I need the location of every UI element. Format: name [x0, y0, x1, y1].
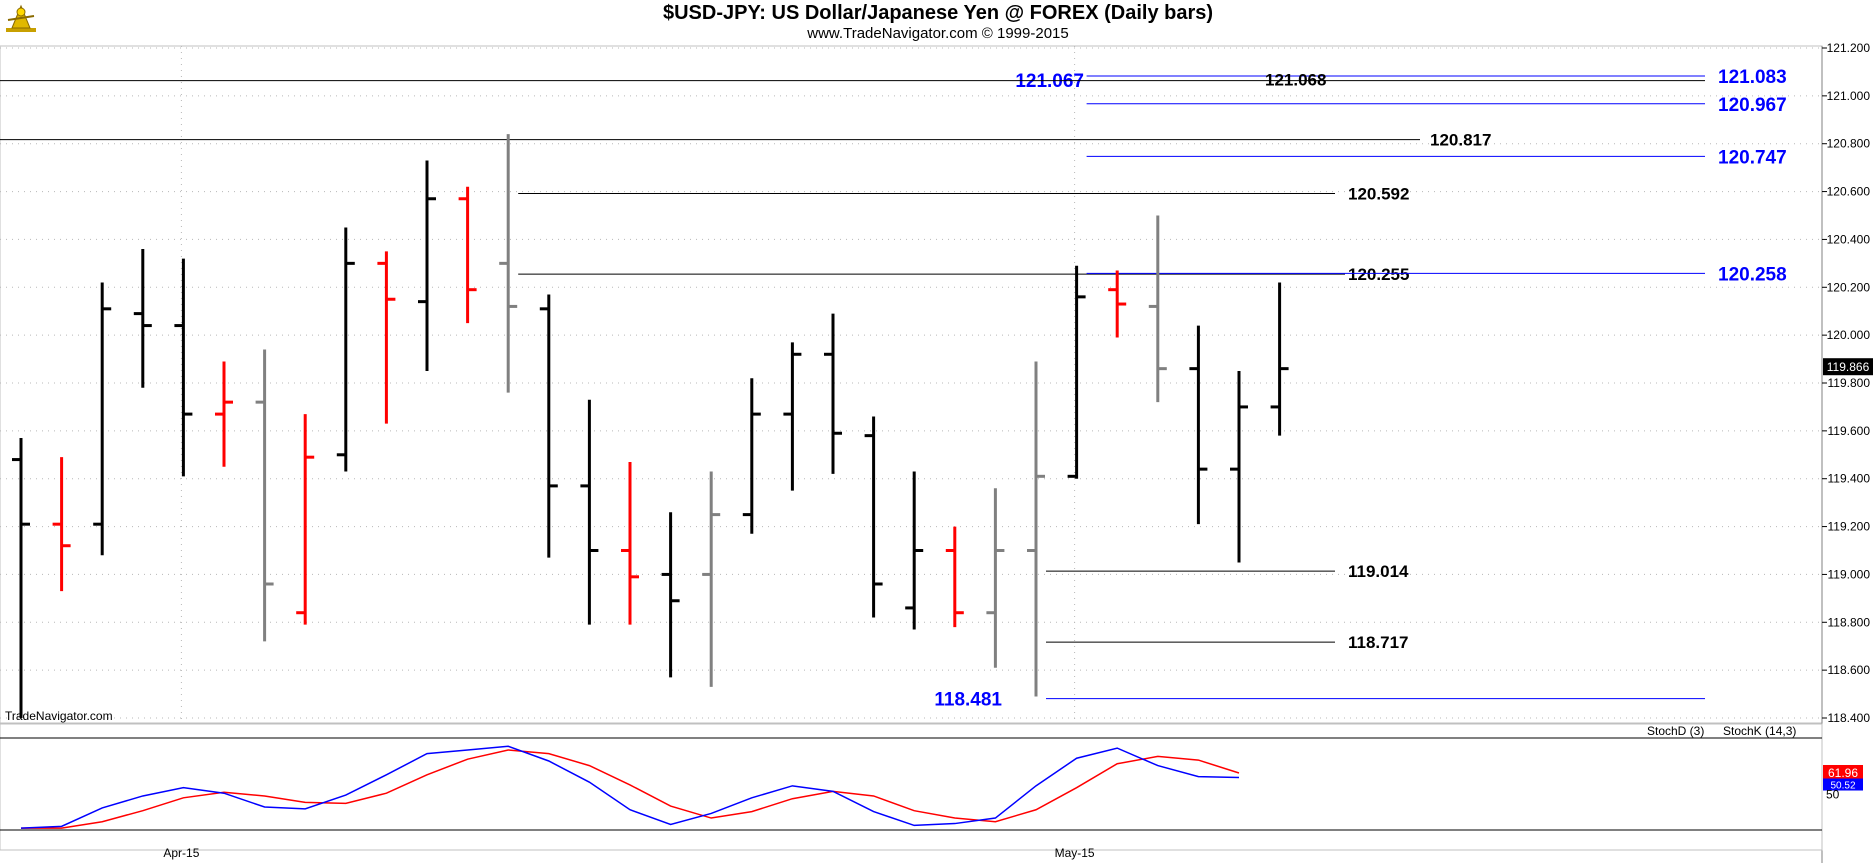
y-tick-label: 120.200	[1827, 280, 1871, 294]
ohlc-bar	[1230, 371, 1248, 563]
level-label: 119.014	[1348, 562, 1409, 581]
stoch-k-value: 50.52	[1830, 781, 1855, 792]
y-tick-label: 120.000	[1827, 328, 1871, 342]
ohlc-bar	[174, 258, 193, 477]
ohlc-bar	[702, 471, 721, 687]
ohlc-bar	[1189, 325, 1208, 525]
ohlc-bar	[986, 488, 1005, 668]
stoch-k-line	[20, 745, 1240, 829]
date-axis: Apr-15 May-15	[0, 846, 1822, 860]
stoch-d-box	[1823, 764, 1863, 781]
level-label: 118.481	[934, 690, 1002, 711]
ohlc-bar	[621, 461, 639, 625]
ohlc-bars	[12, 134, 1289, 718]
x-tick-label: May-15	[1055, 846, 1095, 860]
y-tick-label: 119.000	[1828, 567, 1871, 581]
ohlc-bar	[1027, 361, 1045, 697]
x-tick-label: Apr-15	[163, 846, 199, 860]
ohlc-bar	[864, 416, 883, 618]
plot-frame	[0, 45, 1823, 724]
ohlc-bar	[905, 471, 924, 630]
stoch-level-label: 50	[1826, 788, 1840, 802]
ohlc-bar	[418, 160, 436, 372]
level-label: 120.258	[1718, 264, 1787, 285]
price-axis: 121.200 121.000 120.800 120.600 120.400 120.2…	[1821, 41, 1873, 863]
ohlc-bar	[377, 251, 396, 424]
y-tick-label: 118.400	[1828, 711, 1871, 725]
tradenavigator-logo-icon	[4, 2, 38, 39]
ohlc-bar	[458, 186, 477, 324]
level-label: 120.817	[1430, 131, 1491, 150]
stoch-d-value: 61.96	[1828, 766, 1858, 780]
last-price-label: 119.866	[1827, 360, 1870, 374]
y-tick-label: 121.200	[1827, 41, 1871, 55]
y-tick-label: 119.600	[1828, 424, 1871, 438]
stoch-legend-d: StochD (3)	[1647, 724, 1704, 738]
y-tick-label: 119.200	[1828, 520, 1871, 534]
level-label: 121.083	[1718, 67, 1787, 88]
ohlc-bar	[580, 399, 599, 625]
ohlc-bar	[93, 282, 112, 556]
ohlc-bar	[1148, 215, 1167, 403]
ohlc-bar	[499, 134, 518, 393]
level-label: 118.717	[1348, 633, 1409, 652]
chart-subtitle: www.TradeNavigator.com © 1999-2015	[807, 25, 1069, 42]
ohlc-bar	[539, 294, 558, 558]
y-tick-label: 119.400	[1828, 472, 1871, 486]
ohlc-bar	[133, 249, 152, 388]
y-tick-label: 121.000	[1827, 89, 1871, 103]
ohlc-bar	[783, 342, 802, 491]
level-label: 121.068	[1265, 71, 1326, 90]
level-label: 120.967	[1718, 95, 1787, 116]
ohlc-bar	[12, 438, 30, 718]
stoch-k-box	[1823, 778, 1863, 791]
price-levels: 121.083 121.067 121.068 120.967 120.817 120.7…	[0, 67, 1787, 711]
chart-title: $USD-JPY: US Dollar/Japanese Yen @ FOREX…	[662, 2, 1214, 24]
ohlc-bar	[945, 526, 964, 628]
ohlc-bar	[661, 512, 680, 678]
level-label: 120.255	[1348, 265, 1409, 284]
ohlc-bar	[336, 227, 355, 472]
ohlc-bar	[215, 361, 233, 467]
y-tick-label: 119.800	[1828, 376, 1871, 390]
ohlc-bar	[824, 313, 842, 474]
level-label: 120.747	[1718, 147, 1787, 168]
stoch-frame	[0, 723, 1823, 851]
y-tick-label: 118.600	[1828, 663, 1871, 677]
ohlc-bar	[1067, 265, 1086, 479]
ohlc-bar	[1270, 282, 1289, 436]
level-label: 121.067	[1015, 71, 1084, 92]
ohlc-bar	[255, 349, 274, 642]
stoch-d-line	[21, 749, 1240, 829]
ohlc-bar	[296, 414, 315, 625]
watermark: TradeNavigator.com	[5, 709, 113, 723]
level-label: 120.592	[1348, 184, 1409, 203]
y-tick-label: 120.800	[1827, 137, 1871, 151]
y-tick-label: 118.800	[1828, 615, 1871, 629]
stoch-legend-k: StochK (14,3)	[1723, 724, 1796, 738]
chart-header: $USD-JPY: US Dollar/Japanese Yen @ FOREX…	[0, 0, 1876, 46]
ohlc-bar	[52, 457, 71, 592]
y-tick-label: 120.600	[1827, 185, 1871, 199]
ohlc-bar	[742, 378, 761, 534]
y-tick-label: 120.400	[1827, 232, 1871, 246]
ohlc-bar	[1108, 270, 1127, 338]
last-price-box	[1823, 358, 1873, 376]
